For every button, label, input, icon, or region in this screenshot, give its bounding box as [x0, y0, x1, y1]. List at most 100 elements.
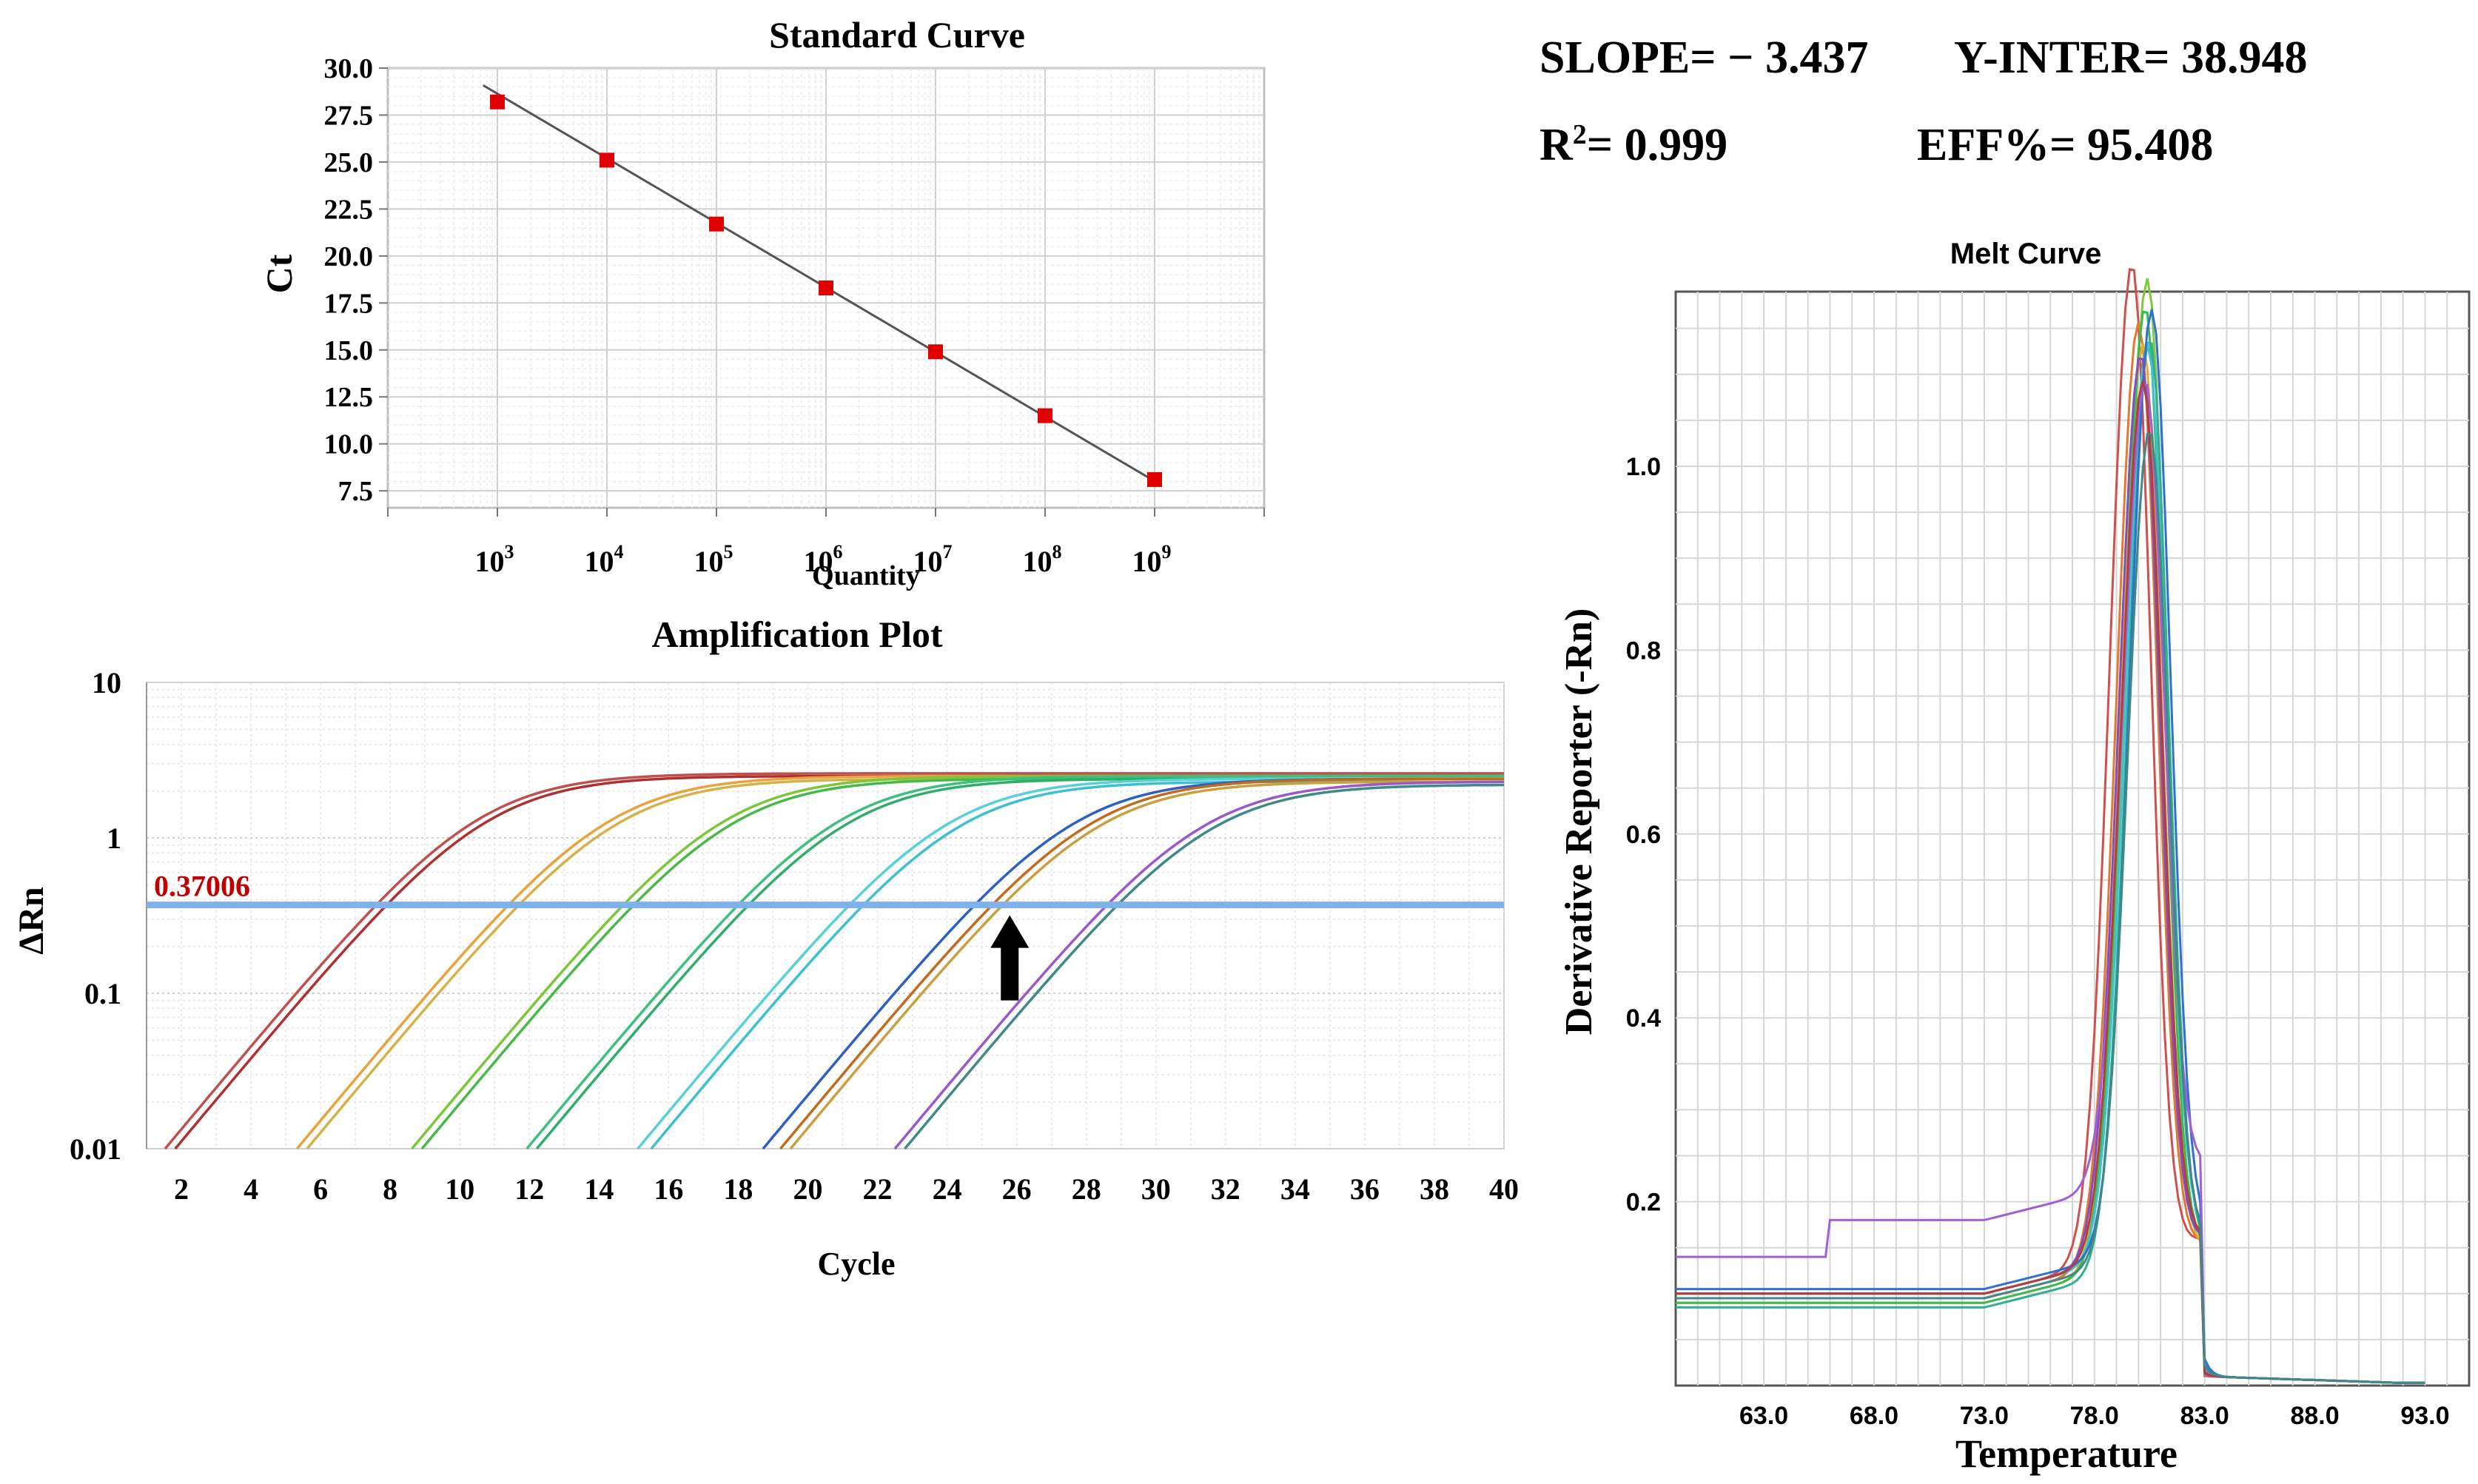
- amplification-series: [893, 780, 1505, 1150]
- y-tick-label: 1.0: [1626, 453, 1661, 481]
- standard-point: [1147, 471, 1162, 487]
- x-tick-label: 24: [933, 1172, 962, 1206]
- x-tick-label: 93.0: [2400, 1402, 2449, 1430]
- melt-series: [1676, 432, 2425, 1384]
- x-tick-label: 78.0: [2070, 1402, 2119, 1430]
- x-tick-label: 63.0: [1739, 1402, 1788, 1430]
- y-tick-label: 0.4: [1626, 1004, 1661, 1033]
- standard-curve-x-ticks: 103 104 105 106 107 108 109: [387, 508, 1265, 578]
- y-tick-label: 10: [92, 666, 121, 699]
- x-tick-label: 12: [514, 1172, 544, 1206]
- y-tick-label: 0.2: [1626, 1189, 1661, 1217]
- r2-prefix: R: [1539, 120, 1574, 170]
- amplification-plot-ylabel: ΔRn: [12, 887, 51, 954]
- melt-curve-xlabel: Temperature: [1955, 1431, 2178, 1476]
- y-tick-label: 1: [107, 822, 121, 855]
- x-tick-label: 107: [913, 541, 953, 578]
- melt-curve-series: [1676, 268, 2425, 1384]
- x-tick-label: 104: [585, 541, 624, 578]
- amplification-series: [164, 772, 1504, 1150]
- x-tick-label: 36: [1350, 1172, 1380, 1206]
- r2-value: = 0.999: [1587, 120, 1727, 170]
- x-tick-label: 103: [475, 541, 514, 578]
- amplification-series: [526, 774, 1504, 1150]
- x-tick-label: 26: [1002, 1172, 1032, 1206]
- x-tick-label: 28: [1072, 1172, 1101, 1206]
- x-tick-label: 32: [1211, 1172, 1240, 1206]
- r2-text: R2= 0.999: [1539, 119, 1727, 170]
- arrow-marker: [990, 915, 1030, 1001]
- standard-point: [928, 344, 943, 360]
- slope-text: SLOPE= − 3.437: [1539, 33, 1868, 83]
- x-tick-label: 106: [804, 541, 843, 578]
- amplification-plot-xlabel: Cycle: [817, 1246, 895, 1282]
- x-tick-label: 30: [1141, 1172, 1171, 1206]
- x-tick-label: 6: [313, 1172, 328, 1206]
- y-tick-label: 7.5: [338, 476, 374, 507]
- x-tick-label: 83.0: [2180, 1402, 2229, 1430]
- y-tick-label: 0.01: [70, 1132, 121, 1166]
- x-tick-label: 18: [723, 1172, 753, 1206]
- y-tick-label: 27.5: [324, 100, 374, 131]
- x-tick-label: 4: [244, 1172, 258, 1206]
- x-tick-label: 8: [383, 1172, 397, 1206]
- x-tick-label: 73.0: [1960, 1402, 2009, 1430]
- melt-curve-chart: Melt Curve 1.0 0.8 0.6 0.4 0.2 63.0 68.0 73.0 7…: [1558, 238, 2471, 1476]
- efficiency-text: EFF%= 95.408: [1917, 120, 2213, 170]
- standard-point: [600, 152, 614, 168]
- amplification-plot-title: Amplification Plot: [651, 614, 942, 655]
- x-tick-label: 38: [1420, 1172, 1449, 1206]
- standard-point: [490, 94, 505, 110]
- x-tick-label: 20: [793, 1172, 822, 1206]
- y-tick-label: 30.0: [324, 53, 374, 84]
- y-tick-label: 15.0: [324, 335, 374, 366]
- y-tick-label: 0.8: [1626, 637, 1661, 665]
- x-tick-label: 68.0: [1850, 1402, 1898, 1430]
- standard-curve-title: Standard Curve: [769, 14, 1025, 56]
- amplification-plot-series: [164, 772, 1505, 1150]
- y-tick-label: 17.5: [324, 288, 374, 319]
- amplification-series: [779, 777, 1504, 1150]
- standard-point: [1038, 408, 1052, 423]
- amplification-plot-x-ticks: 2 4 6 8 10 12 14 16 18 20 22 24 26 28 30 32 34 36 38 40: [174, 1172, 1519, 1206]
- standard-point: [819, 281, 833, 295]
- y-tick-label: 20.0: [324, 241, 374, 272]
- standard-curve-chart: Standard Curve 30.0 27.5 25.0 22.5 20.0 17.5 1…: [258, 14, 1266, 591]
- y-tick-label: 0.1: [84, 977, 121, 1010]
- x-tick-label: 88.0: [2290, 1402, 2339, 1430]
- y-tick-label: 10.0: [324, 429, 374, 460]
- arrow-shaft: [1001, 944, 1019, 1001]
- x-tick-label: 34: [1280, 1172, 1310, 1206]
- threshold-label: 0.37006: [154, 870, 250, 903]
- standard-curve-y-ticks: 30.0 27.5 25.0 22.5 20.0 17.5 15.0 12.5 10.0 7.5: [324, 53, 388, 507]
- amplification-series: [789, 780, 1504, 1150]
- x-tick-label: 22: [863, 1172, 893, 1206]
- amplification-plot-area: [146, 682, 1505, 1149]
- y-tick-label: 25.0: [324, 147, 374, 178]
- stats-block: SLOPE= − 3.437 Y-INTER= 38.948 R2= 0.999…: [1539, 33, 2307, 170]
- melt-curve-title: Melt Curve: [1950, 238, 2102, 270]
- x-tick-label: 14: [584, 1172, 614, 1206]
- y-tick-label: 22.5: [324, 194, 374, 225]
- x-tick-label: 109: [1132, 541, 1172, 578]
- standard-curve-xlabel: Quantity: [812, 560, 920, 591]
- x-tick-label: 10: [445, 1172, 474, 1206]
- x-tick-label: 40: [1489, 1172, 1519, 1206]
- y-intercept-text: Y-INTER= 38.948: [1954, 33, 2307, 83]
- x-tick-label: 2: [174, 1172, 189, 1206]
- melt-curve-y-ticks: 1.0 0.8 0.6 0.4 0.2: [1626, 453, 1661, 1217]
- melt-curve-grid: [1676, 292, 2469, 1386]
- x-tick-label: 108: [1023, 541, 1062, 578]
- x-tick-label: 16: [654, 1172, 683, 1206]
- arrow-head: [990, 915, 1030, 948]
- x-tick-label: 105: [694, 541, 733, 578]
- standard-point: [709, 216, 724, 232]
- amplification-plot-y-ticks: 10 1 0.1 0.01: [70, 666, 121, 1166]
- melt-curve-ylabel: Derivative Reporter (-Rn): [1558, 608, 1600, 1035]
- standard-curve-points: [490, 94, 1162, 487]
- y-tick-label: 0.6: [1626, 821, 1661, 849]
- melt-curve-x-ticks: 63.0 68.0 73.0 78.0 83.0 88.0 93.0: [1739, 1402, 2450, 1430]
- amplification-series: [904, 783, 1504, 1150]
